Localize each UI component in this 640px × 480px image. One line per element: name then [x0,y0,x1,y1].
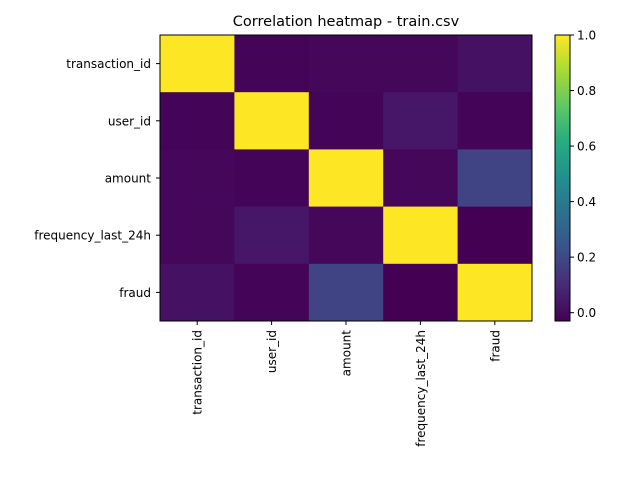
heatmap-cell [457,149,533,208]
chart-title: Correlation heatmap - train.csv [233,14,460,30]
heatmap-cell [308,149,384,208]
heatmap-cells [160,35,533,322]
y-tick-label: fraud [119,286,151,300]
heatmap-cell [160,149,235,208]
colorbar-ticks: 0.0 0.2 0.4 0.6 0.8 1.0 [570,29,596,320]
heatmap-cell [234,35,310,93]
colorbar: 0.0 0.2 0.4 0.6 0.8 1.0 [554,29,596,322]
heatmap-cell [457,92,533,150]
heatmap-cell [160,35,235,93]
x-tick-label: user_id [265,330,279,373]
heatmap-cell [160,92,235,150]
colorbar-tick-label: 0.4 [577,195,596,209]
colorbar-gradient [555,35,570,321]
heatmap-cell [160,206,235,265]
x-tick-label: fraud [488,330,502,362]
heatmap-cell [457,263,533,322]
x-axis: transaction_id user_id amount frequency_las… [191,321,502,447]
heatmap-cell [457,206,533,265]
colorbar-tick-label: 0.0 [577,306,596,320]
heatmap-cell [383,206,459,265]
x-tick-label: frequency_last_24h [414,330,428,447]
heatmap-cell [308,263,384,322]
colorbar-tick-label: 0.6 [577,140,596,154]
heatmap-cell [234,92,310,150]
heatmap-cell [234,149,310,208]
y-tick-label: user_id [108,114,151,128]
heatmap-cell [457,35,533,93]
y-tick-label: amount [105,172,152,186]
heatmap-cell [383,92,459,150]
heatmap-cell [234,263,310,322]
colorbar-tick-label: 0.8 [577,84,596,98]
heatmap-cell [160,263,235,322]
heatmap-cell [383,263,459,322]
y-tick-label: transaction_id [66,57,151,71]
heatmap-cell [308,206,384,265]
colorbar-tick-label: 0.2 [577,251,596,265]
heatmap-cell [308,35,384,93]
x-tick-label: amount [340,330,354,377]
heatmap-cell [383,35,459,93]
x-tick-label: transaction_id [191,330,205,415]
heatmap-cell [234,206,310,265]
heatmap-cell [308,92,384,150]
y-tick-label: frequency_last_24h [34,229,151,243]
heatmap-cell [383,149,459,208]
colorbar-tick-label: 1.0 [577,29,596,43]
colorbar-frame [554,34,571,322]
